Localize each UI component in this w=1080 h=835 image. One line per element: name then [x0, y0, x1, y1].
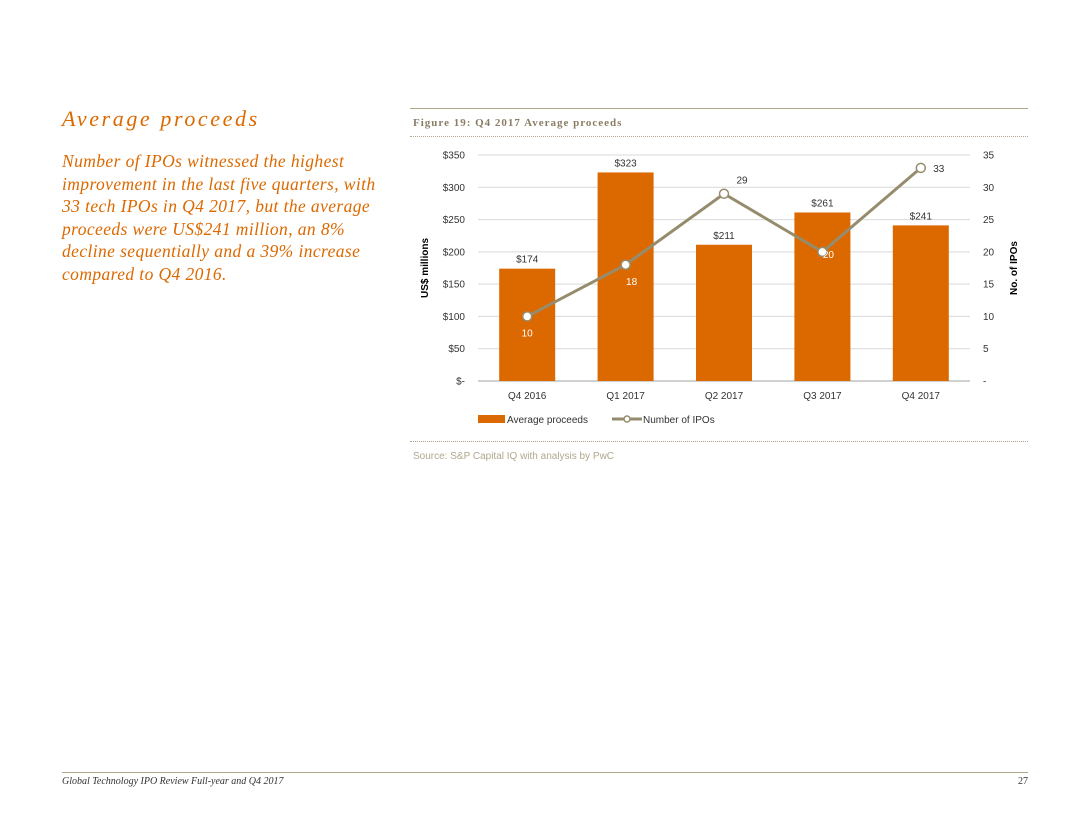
section-body: Number of IPOs witnessed the highest imp… [62, 151, 376, 284]
x-tick-label: Q4 2017 [902, 391, 941, 402]
y2-tick-label: 25 [983, 215, 995, 226]
bar-data-label: $174 [516, 255, 539, 266]
y2-tick-label: 35 [983, 151, 995, 162]
figure-title-divider [410, 136, 1028, 137]
y-tick-label: $- [456, 377, 465, 388]
line-point-number-of-ipos [718, 188, 730, 199]
x-tick-label: Q4 2016 [508, 391, 547, 402]
y-tick-label: $200 [443, 247, 466, 258]
figure-source: Source: S&P Capital IQ with analysis by … [413, 451, 615, 462]
line-data-label: 10 [522, 328, 534, 339]
bar-data-label: $241 [910, 211, 933, 222]
bar-average-proceeds [597, 172, 654, 381]
footer-text: Global Technology IPO Review Full-year a… [62, 776, 284, 787]
section-title: Average proceeds [62, 106, 260, 131]
legend-label-average-proceeds: Average proceeds [507, 415, 588, 426]
x-tick-label: Q1 2017 [606, 391, 645, 402]
line-point-number-of-ipos [915, 162, 927, 174]
line-point-number-of-ipos [817, 246, 828, 258]
line-point-number-of-ipos [521, 311, 533, 322]
figure-top-rule [410, 108, 1028, 109]
legend-label-number-of-ipos: Number of IPOs [643, 415, 715, 426]
line-data-label: 29 [736, 176, 748, 187]
x-tick-label: Q2 2017 [705, 391, 744, 402]
figure-title: Figure 19: Q4 2017 Average proceeds [413, 117, 623, 129]
legend-swatch-average-proceeds [478, 415, 505, 423]
line-point-number-of-ipos [620, 259, 631, 271]
bar-average-proceeds [892, 225, 949, 381]
line-data-label: 33 [933, 164, 945, 175]
y2-tick-label: 20 [983, 247, 995, 258]
bar-data-label: $323 [614, 158, 637, 169]
y2-tick-label: 30 [983, 183, 995, 194]
y-tick-label: $50 [448, 344, 465, 355]
page-number: 27 [1018, 776, 1028, 787]
y-tick-label: $100 [443, 312, 466, 323]
y-tick-label: $250 [443, 215, 466, 226]
average-proceeds-chart: $- $50 $100 $150 $200 $250 $300 $350 - 5 10 15 20 25 3… [420, 151, 1020, 427]
y-tick-label: $300 [443, 183, 466, 194]
footer-rule [62, 772, 1028, 773]
y2-axis-title: No. of IPOs [1009, 241, 1020, 295]
x-tick-label: Q3 2017 [803, 391, 842, 402]
line-data-label: 18 [626, 277, 638, 288]
bar-data-label: $261 [811, 198, 834, 209]
bar-average-proceeds [794, 212, 851, 381]
y-tick-label: $350 [443, 151, 466, 162]
bar-average-proceeds [696, 244, 752, 381]
legend-marker-number-of-ipos [623, 415, 631, 423]
bar-data-label: $211 [713, 231, 735, 242]
y-tick-label: $150 [443, 280, 466, 291]
y2-tick-label: 5 [983, 344, 989, 355]
y-axis-title: US$ millions [420, 238, 431, 298]
y2-tick-label: 10 [983, 312, 995, 323]
y2-tick-label: - [983, 377, 986, 388]
bar-average-proceeds [499, 268, 556, 381]
figure-bottom-divider [410, 441, 1028, 442]
line-data-label: 20 [823, 250, 835, 261]
y2-tick-label: 15 [983, 280, 995, 291]
